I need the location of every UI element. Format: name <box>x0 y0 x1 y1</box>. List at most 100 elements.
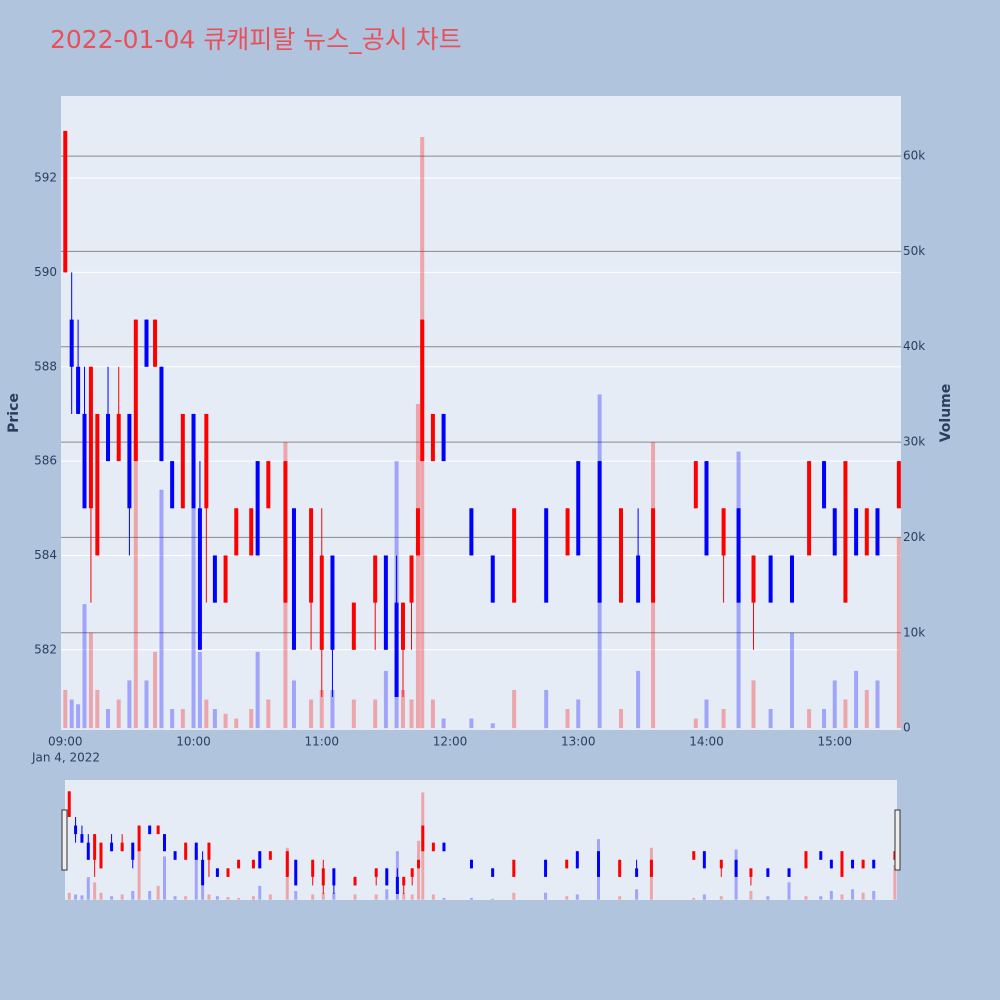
volume-bar <box>751 680 756 729</box>
candle-body <box>294 859 298 886</box>
candle-body <box>749 868 753 877</box>
candle-body <box>851 859 855 869</box>
y-tick-label: 584 <box>34 548 57 562</box>
y2-tick-label: 20k <box>903 530 925 544</box>
volume-bar <box>618 896 622 900</box>
candle-body <box>249 508 254 556</box>
volume-bar <box>635 889 639 900</box>
x-date-label: Jan 4, 2022 <box>31 751 100 765</box>
volume-bar <box>201 885 205 900</box>
volume-bar <box>148 891 152 900</box>
volume-bar <box>822 709 827 729</box>
candle-body <box>226 868 230 877</box>
volume-bar <box>872 891 876 900</box>
candle-body <box>120 842 124 852</box>
candle-body <box>207 842 211 860</box>
volume-bar <box>251 896 255 900</box>
range-slider[interactable] <box>65 780 897 900</box>
candle-body <box>291 508 296 650</box>
volume-bar <box>787 882 791 900</box>
y-tick-label: 582 <box>34 642 57 656</box>
volume-bar <box>67 892 71 900</box>
volume-bar <box>768 709 773 729</box>
candle-body <box>736 508 741 603</box>
volume-bar <box>173 896 177 900</box>
candle-body <box>804 851 808 869</box>
candle-body <box>159 366 164 462</box>
candle-body <box>875 508 880 556</box>
volume-bar <box>249 709 254 729</box>
volume-bar <box>544 892 548 900</box>
candle-body <box>597 461 602 603</box>
volume-bar <box>311 894 315 900</box>
candle-body <box>819 851 823 860</box>
volume-bar <box>153 651 158 729</box>
volume-bar <box>184 896 188 900</box>
candle-body <box>441 413 446 462</box>
candle-body <box>840 851 844 877</box>
candle-body <box>283 461 288 603</box>
volume-bar <box>491 898 495 900</box>
volume-bar <box>159 489 164 729</box>
volume-bar <box>197 651 202 729</box>
candle-body <box>490 555 495 603</box>
volume-bar <box>512 689 517 729</box>
volume-bar <box>410 894 414 900</box>
volume-bar <box>110 896 114 900</box>
volume-bar <box>180 709 185 729</box>
candle-body <box>237 859 241 869</box>
volume-bar <box>319 689 324 729</box>
candle-body <box>173 851 177 860</box>
volume-bar <box>170 709 175 729</box>
volume-bar <box>95 689 100 729</box>
volume-bar <box>807 709 812 729</box>
candle-body <box>76 366 81 414</box>
candle-body <box>896 461 901 509</box>
volume-bar <box>74 894 78 900</box>
volume-bar <box>565 709 570 729</box>
volume-bar <box>353 894 357 900</box>
volume-bar <box>843 699 848 729</box>
y-tick-label: 588 <box>34 359 57 373</box>
range-handle <box>61 809 68 871</box>
candle-body <box>596 851 600 877</box>
x-tick-label: 13:00 <box>561 735 596 749</box>
candle-body <box>223 555 228 603</box>
candle-body <box>82 413 87 509</box>
candle-body <box>702 851 706 869</box>
candle-body <box>74 825 78 835</box>
volume-bar <box>544 689 549 729</box>
candle-body <box>766 868 770 877</box>
plot-area <box>61 96 901 730</box>
volume-bar <box>309 699 314 729</box>
volume-bar <box>93 882 97 900</box>
candle-body <box>201 859 205 886</box>
candle-body <box>395 876 399 895</box>
candle-body <box>330 555 335 650</box>
candle-body <box>309 508 314 603</box>
candle-body <box>829 859 833 869</box>
volume-bar <box>194 847 198 900</box>
candle-body <box>88 366 93 509</box>
candle-body <box>618 859 622 877</box>
candle-body <box>137 825 141 852</box>
volume-bar <box>321 892 325 900</box>
y2-axis-title: Volume <box>938 384 954 443</box>
candle-body <box>421 825 425 852</box>
volume-bar <box>430 699 435 729</box>
candle-body <box>861 859 865 869</box>
x-tick-label: 15:00 <box>817 735 852 749</box>
volume-bar <box>69 699 74 729</box>
volume-bar <box>840 894 844 900</box>
volume-bar <box>266 699 271 729</box>
candle-body <box>383 555 388 650</box>
volume-bar <box>704 699 709 729</box>
volume-bar <box>383 670 388 729</box>
x-tick-label: 14:00 <box>689 735 724 749</box>
volume-bar <box>215 896 219 900</box>
candle-body <box>204 413 209 509</box>
y-tick-label: 586 <box>34 454 57 468</box>
candle-body <box>719 859 723 869</box>
volume-bar <box>385 889 389 900</box>
candle-body <box>131 842 135 860</box>
